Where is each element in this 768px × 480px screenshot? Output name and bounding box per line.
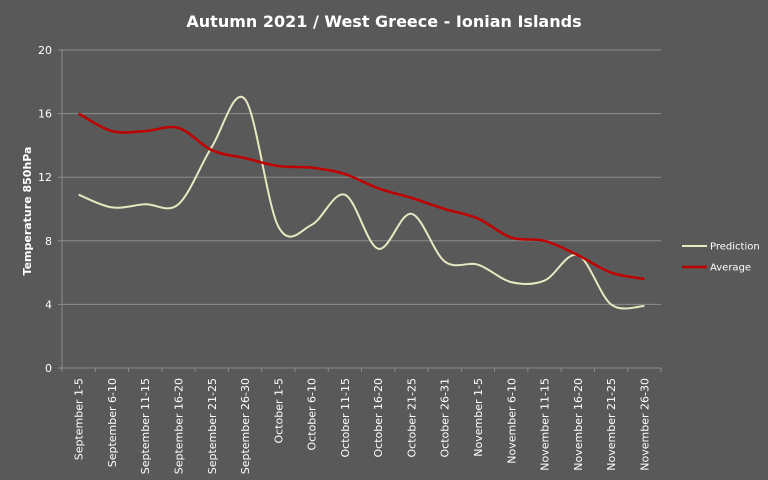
x-tick-15: November 16-20 [572, 378, 585, 471]
x-tick-11: October 26-31 [439, 378, 452, 457]
x-tick-8: October 11-15 [339, 378, 352, 457]
x-tick-2: September 11-15 [139, 378, 152, 474]
y-tick-8: 8 [45, 235, 52, 248]
legend-label-average: Average [710, 263, 751, 274]
series-lines [78, 95, 645, 310]
legend: Prediction Average [682, 242, 760, 274]
y-tick-12: 12 [38, 171, 52, 184]
x-tick-4: September 21-25 [206, 378, 219, 474]
x-tick-5: September 26-30 [239, 378, 252, 474]
x-tick-14: November 11-15 [539, 378, 552, 471]
chart-title: Autumn 2021 / West Greece - Ionian Islan… [186, 12, 581, 31]
x-tick-1: September 6-10 [106, 378, 119, 467]
x-tick-16: November 21-25 [605, 378, 618, 471]
x-tick-13: November 6-10 [505, 378, 518, 464]
x-tick-6: October 1-5 [272, 378, 285, 443]
gridlines [62, 49, 661, 305]
x-tick-0: September 1-5 [73, 378, 86, 460]
y-tick-20: 20 [38, 44, 52, 57]
legend-label-prediction: Prediction [710, 242, 760, 253]
x-tick-3: September 16-20 [172, 378, 185, 474]
x-tick-7: October 6-10 [306, 378, 319, 450]
y-tick-0: 0 [45, 362, 52, 375]
series-line-prediction [78, 95, 645, 310]
series-line-average [78, 112, 645, 281]
x-tick-17: November 26-30 [638, 378, 651, 471]
y-axis-label: Temperature 850hPa [21, 147, 34, 276]
x-tick-labels: September 1-5 September 6-10 September 11-… [73, 378, 652, 474]
x-tick-9: October 16-20 [372, 378, 385, 457]
axes [58, 49, 662, 372]
x-tick-10: October 21-25 [405, 378, 418, 457]
y-tick-labels: 0 4 8 12 16 20 [38, 44, 52, 375]
y-tick-16: 16 [38, 108, 52, 121]
y-tick-4: 4 [45, 298, 52, 311]
x-tick-12: November 1-5 [472, 378, 485, 457]
